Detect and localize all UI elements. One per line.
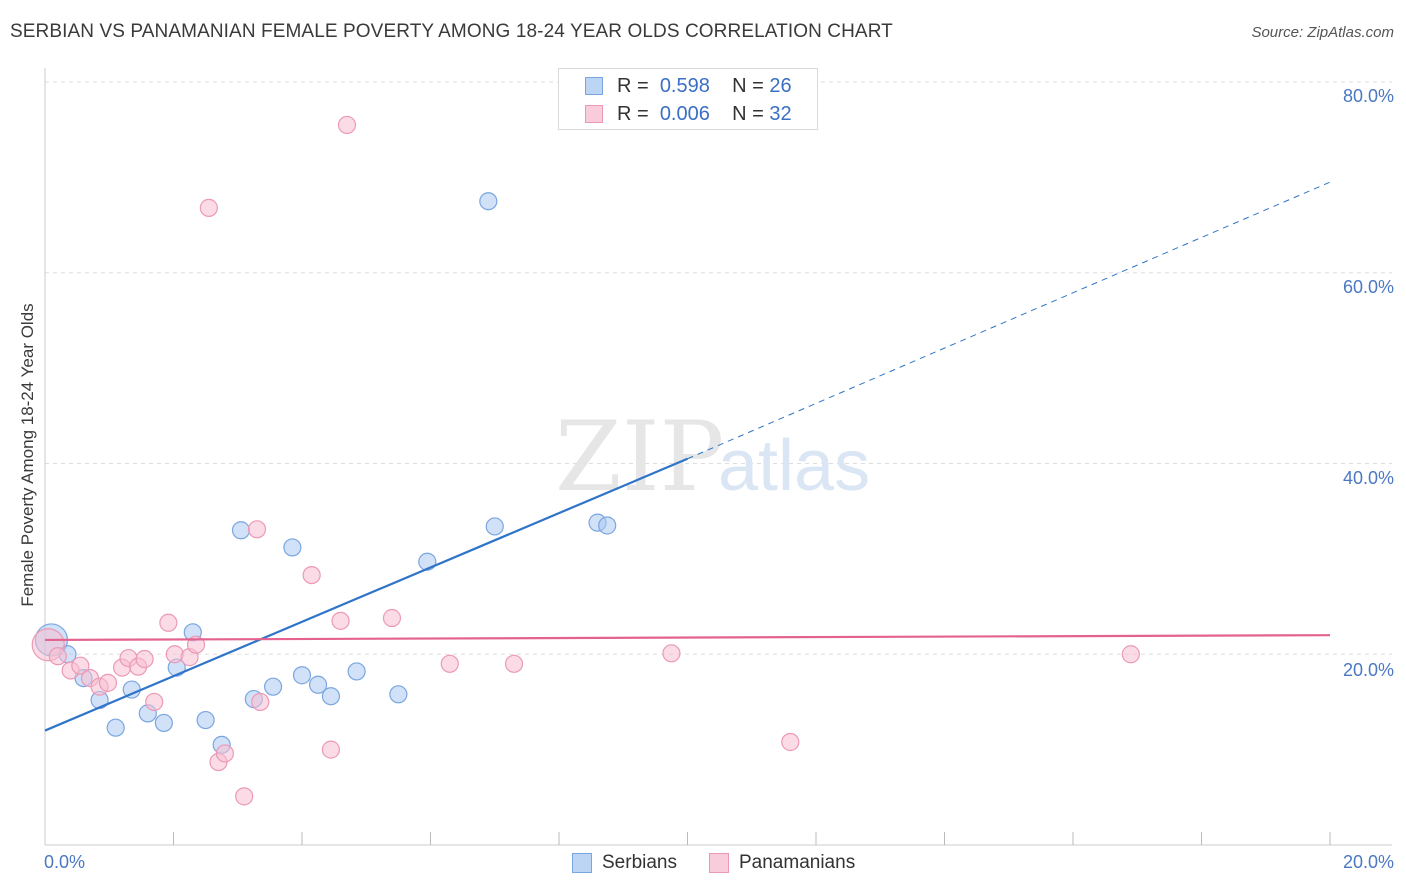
series-legend: Serbians Panamanians xyxy=(572,852,855,874)
serbian-point xyxy=(263,677,283,696)
serbian-trend-extension xyxy=(687,181,1331,460)
serbian-point xyxy=(321,687,341,706)
y-tick-80: 80.0% xyxy=(1342,86,1394,106)
r-value: 0.598 xyxy=(659,74,710,97)
serbian-point xyxy=(347,662,366,681)
panamanian-point xyxy=(302,565,321,585)
watermark-atlas: atlas xyxy=(718,426,870,506)
panamanian-legend-label: Panamanians xyxy=(739,852,856,873)
panamanian-point xyxy=(247,520,267,539)
panamanian-point xyxy=(321,740,341,759)
panamanian-point xyxy=(199,198,218,217)
legend-row-serbians: R = 0.598 N = 26 xyxy=(585,73,792,99)
panamanian-point xyxy=(235,787,254,806)
x-tick-max: 20.0% xyxy=(1342,852,1394,872)
serbian-point xyxy=(283,538,302,557)
source-credit: Source: ZipAtlas.com xyxy=(1251,24,1394,41)
watermark: ZIP atlas xyxy=(555,401,870,513)
serbian-point xyxy=(106,718,125,737)
panamanian-point xyxy=(440,654,459,673)
serbian-point xyxy=(154,713,173,733)
serbian-swatch xyxy=(585,77,603,95)
serbian-point xyxy=(485,517,504,536)
panamanian-point xyxy=(215,744,234,763)
serbian-legend-swatch xyxy=(572,853,592,873)
panamanian-point xyxy=(48,647,67,666)
y-tick-40: 40.0% xyxy=(1342,468,1394,488)
x-tick-min: 0.0% xyxy=(44,852,86,872)
panamanian-point xyxy=(159,613,178,632)
n-label: N = xyxy=(732,102,764,125)
panamanian-point xyxy=(504,654,524,673)
panamanian-trend-line xyxy=(44,634,1331,642)
stats-legend: R = 0.598 N = 26 R = 0.006 N = 32 xyxy=(558,68,818,130)
panamanian-point xyxy=(135,649,154,669)
serbian-trend-line xyxy=(44,457,688,732)
watermark-zip: ZIP xyxy=(555,401,724,513)
panamanian-point xyxy=(337,115,357,135)
serbian-point xyxy=(196,710,215,730)
panamanian-point xyxy=(98,673,118,692)
r-label: R = xyxy=(617,102,649,125)
serbian-point xyxy=(389,685,408,704)
serbian-point xyxy=(231,521,251,540)
panamanian-point xyxy=(251,692,270,712)
panamanian-point xyxy=(382,608,402,628)
panamanian-swatch xyxy=(585,105,603,123)
r-value: 0.006 xyxy=(659,102,710,125)
y-tick-60: 60.0% xyxy=(1342,277,1394,297)
panamanian-point xyxy=(331,611,350,630)
n-label: N = xyxy=(732,74,764,97)
panamanian-point xyxy=(1121,645,1140,664)
panamanian-point xyxy=(662,644,681,663)
r-label: R = xyxy=(617,74,649,97)
serbian-point xyxy=(479,192,498,211)
legend-row-panamanians: R = 0.006 N = 32 xyxy=(585,101,792,127)
panamanian-point xyxy=(145,692,164,712)
panamanian-point xyxy=(71,656,90,675)
serbian-point xyxy=(598,516,617,535)
serbian-point xyxy=(308,675,328,694)
chart-title: SERBIAN VS PANAMANIAN FEMALE POVERTY AMO… xyxy=(10,21,893,42)
panamanian-point xyxy=(781,732,800,752)
n-value: 32 xyxy=(769,102,792,125)
n-value: 26 xyxy=(769,74,792,97)
serbian-point xyxy=(292,666,312,685)
panamanian-legend-swatch xyxy=(709,853,729,873)
y-tick-20: 20.0% xyxy=(1342,660,1394,680)
serbian-legend-label: Serbians xyxy=(602,852,677,873)
panamanian-point xyxy=(165,645,184,664)
